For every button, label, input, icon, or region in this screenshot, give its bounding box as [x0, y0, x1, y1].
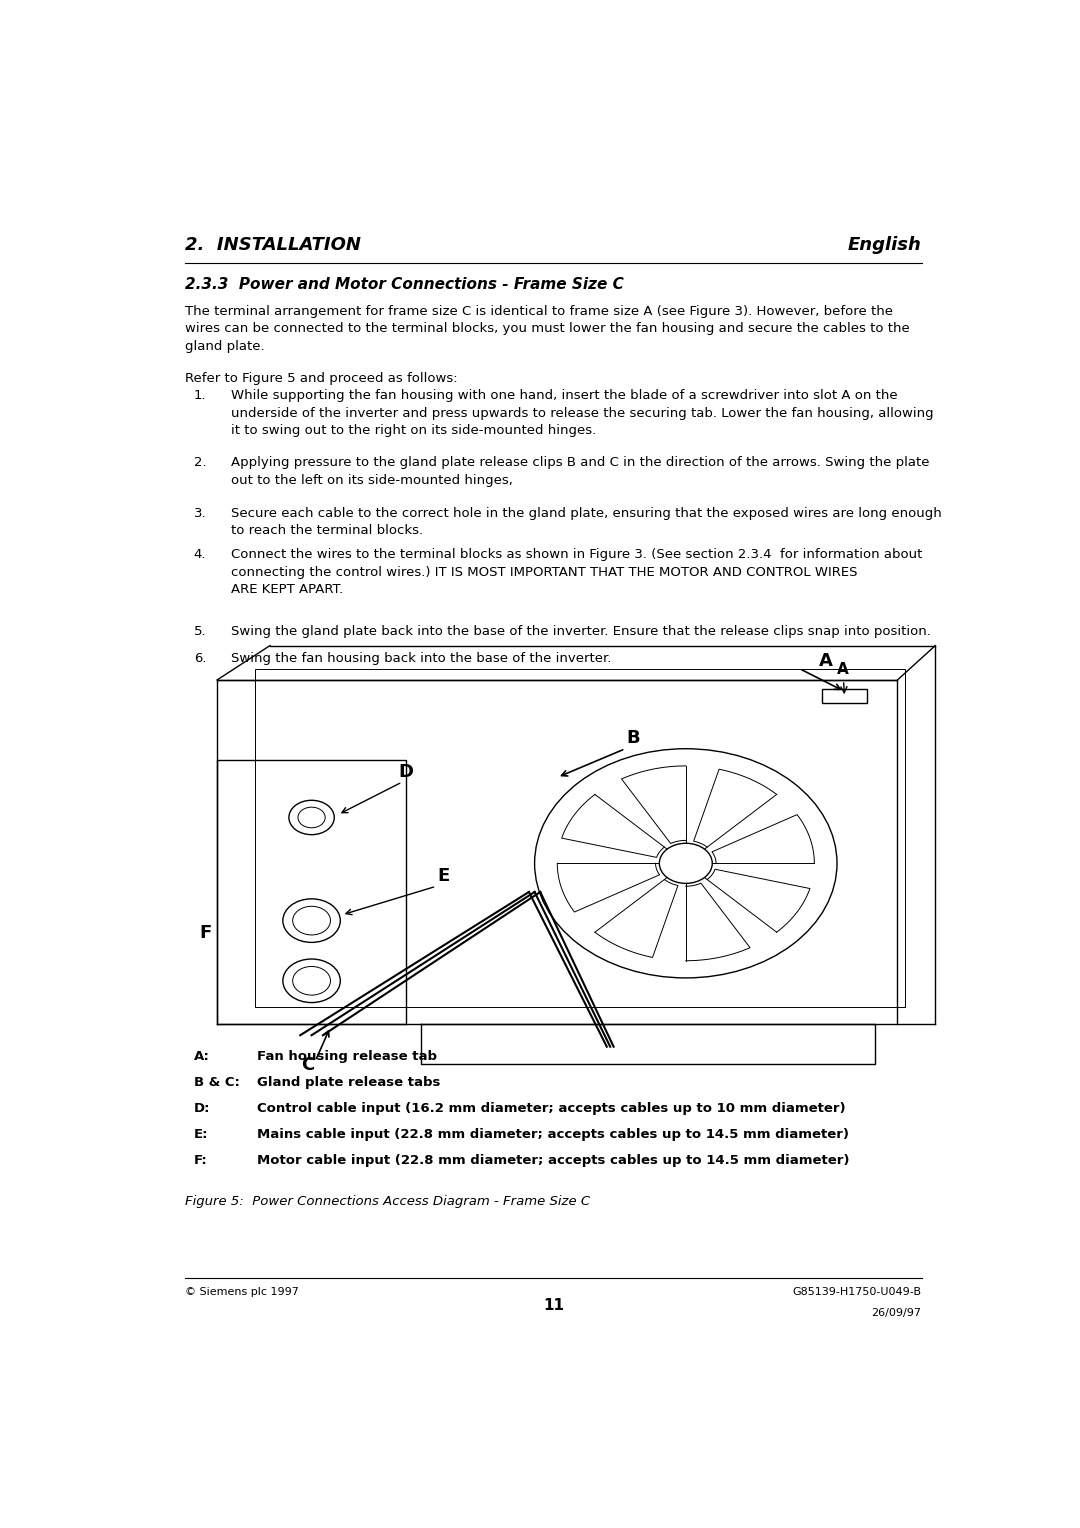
Text: G85139-H1750-U049-B: G85139-H1750-U049-B [793, 1287, 921, 1297]
Text: 1.: 1. [193, 390, 206, 402]
Text: A: A [837, 662, 849, 692]
Text: © Siemens plc 1997: © Siemens plc 1997 [186, 1287, 299, 1297]
Text: F:: F: [193, 1154, 207, 1167]
Text: Fan housing release tab: Fan housing release tab [257, 1050, 436, 1063]
Text: 11: 11 [543, 1297, 564, 1313]
Circle shape [659, 843, 713, 883]
Text: Swing the fan housing back into the base of the inverter.: Swing the fan housing back into the base… [231, 651, 611, 665]
Text: B & C:: B & C: [193, 1076, 240, 1089]
Text: While supporting the fan housing with one hand, insert the blade of a screwdrive: While supporting the fan housing with on… [231, 390, 934, 437]
Text: F: F [200, 924, 212, 941]
Text: English: English [848, 237, 921, 254]
Text: 2.3.3  Power and Motor Connections - Frame Size C: 2.3.3 Power and Motor Connections - Fram… [186, 278, 624, 292]
Text: B: B [626, 729, 639, 747]
Text: A: A [819, 651, 833, 669]
Text: The terminal arrangement for frame size C is identical to frame size A (see Figu: The terminal arrangement for frame size … [186, 304, 910, 353]
Text: E: E [437, 866, 450, 885]
Text: 3.: 3. [193, 507, 206, 520]
Text: 2.: 2. [193, 457, 206, 469]
Text: Gland plate release tabs: Gland plate release tabs [257, 1076, 440, 1089]
Text: 4.: 4. [193, 549, 206, 561]
Text: 26/09/97: 26/09/97 [872, 1308, 921, 1319]
Text: Figure 5:  Power Connections Access Diagram - Frame Size C: Figure 5: Power Connections Access Diagr… [186, 1195, 591, 1209]
Text: Secure each cable to the correct hole in the gland plate, ensuring that the expo: Secure each cable to the correct hole in… [231, 507, 942, 538]
Text: C: C [301, 1056, 314, 1074]
Text: A:: A: [193, 1050, 210, 1063]
Text: Connect the wires to the terminal blocks as shown in Figure 3. (See section 2.3.: Connect the wires to the terminal blocks… [231, 549, 922, 596]
Text: 5.: 5. [193, 625, 206, 637]
Text: 6.: 6. [193, 651, 206, 665]
Text: Refer to Figure 5 and proceed as follows:: Refer to Figure 5 and proceed as follows… [186, 371, 458, 385]
Text: E:: E: [193, 1128, 208, 1141]
Text: Mains cable input (22.8 mm diameter; accepts cables up to 14.5 mm diameter): Mains cable input (22.8 mm diameter; acc… [257, 1128, 849, 1141]
Text: Applying pressure to the gland plate release clips B and C in the direction of t: Applying pressure to the gland plate rel… [231, 457, 930, 487]
Text: Control cable input (16.2 mm diameter; accepts cables up to 10 mm diameter): Control cable input (16.2 mm diameter; a… [257, 1102, 846, 1115]
Text: D: D [399, 764, 414, 781]
Text: Swing the gland plate back into the base of the inverter. Ensure that the releas: Swing the gland plate back into the base… [231, 625, 931, 637]
Text: D:: D: [193, 1102, 211, 1115]
Text: 2.  INSTALLATION: 2. INSTALLATION [186, 237, 362, 254]
Text: Motor cable input (22.8 mm diameter; accepts cables up to 14.5 mm diameter): Motor cable input (22.8 mm diameter; acc… [257, 1154, 849, 1167]
